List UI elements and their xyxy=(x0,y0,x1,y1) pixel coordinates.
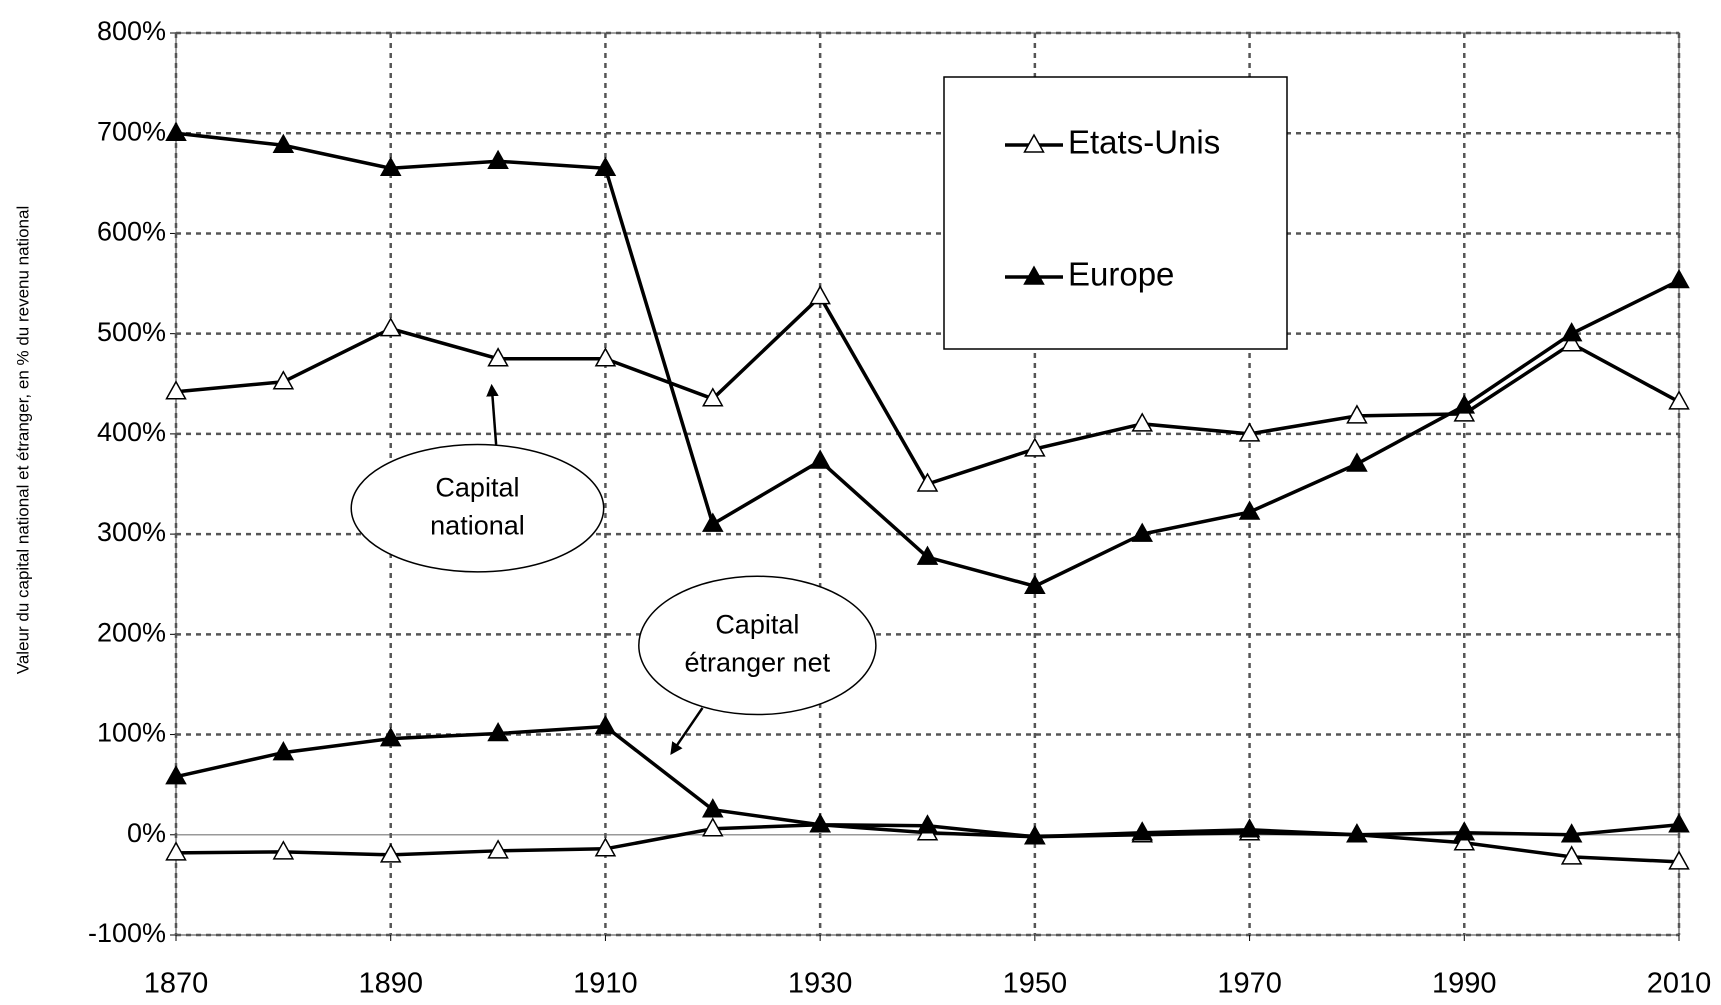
marker xyxy=(165,121,187,141)
x-tick-label: 1990 xyxy=(1432,968,1497,1000)
annotation-bubble xyxy=(350,443,605,573)
y-tick-label: 300% xyxy=(97,517,166,547)
marker xyxy=(487,149,509,170)
y-tick-label: -100% xyxy=(88,918,166,948)
marker xyxy=(272,741,295,761)
y-axis-label: Valeur du capital national et étranger, … xyxy=(13,206,32,674)
marker xyxy=(165,765,187,785)
annotation-bubble xyxy=(638,575,877,716)
marker xyxy=(809,449,831,469)
marker xyxy=(1346,404,1368,424)
marker xyxy=(487,347,509,367)
annotation-text: national xyxy=(430,510,525,540)
marker xyxy=(487,839,509,859)
marker xyxy=(702,798,724,818)
x-tick-label: 1870 xyxy=(144,968,209,1000)
marker xyxy=(1453,821,1476,841)
marker xyxy=(1668,269,1690,289)
annotation-text: étranger net xyxy=(685,648,831,678)
legend-label: Europe xyxy=(1068,256,1174,293)
marker xyxy=(702,512,724,532)
marker xyxy=(809,813,831,833)
x-tick-label: 2010 xyxy=(1647,968,1712,1000)
marker xyxy=(1024,437,1046,457)
annotation-text: Capital xyxy=(435,472,519,502)
marker xyxy=(1560,823,1583,843)
marker xyxy=(916,472,939,492)
marker xyxy=(916,814,939,834)
x-tick-label: 1950 xyxy=(1003,968,1068,1000)
marker xyxy=(165,380,187,400)
marker xyxy=(594,715,617,735)
marker xyxy=(272,840,295,860)
marker xyxy=(1668,813,1690,833)
y-tick-label: 600% xyxy=(97,217,166,247)
marker xyxy=(1238,500,1261,520)
marker xyxy=(1131,821,1153,841)
marker xyxy=(379,727,402,747)
marker xyxy=(594,156,617,177)
y-tick-label: 200% xyxy=(97,617,166,647)
legend-label: Etats-Unis xyxy=(1068,124,1220,161)
y-tick-label: 400% xyxy=(97,417,166,447)
marker xyxy=(1131,522,1153,542)
marker xyxy=(1560,332,1583,352)
marker xyxy=(379,317,402,337)
marker xyxy=(702,387,724,407)
marker xyxy=(1560,322,1583,342)
x-tick-label: 1930 xyxy=(788,968,853,1000)
marker xyxy=(1560,845,1583,865)
y-tick-label: 100% xyxy=(97,718,166,748)
y-tick-label: 700% xyxy=(97,116,166,146)
x-tick-label: 1970 xyxy=(1217,968,1282,1000)
annotation-arrow xyxy=(486,383,499,445)
x-tick-label: 1890 xyxy=(358,968,423,1000)
marker xyxy=(594,347,617,367)
marker xyxy=(379,843,402,863)
marker xyxy=(1453,831,1476,851)
marker xyxy=(916,545,939,565)
annotation-arrow xyxy=(670,707,704,756)
series-line xyxy=(175,293,1680,487)
marker xyxy=(1238,818,1261,838)
y-tick-label: 500% xyxy=(97,317,166,347)
x-tick-label: 1910 xyxy=(573,968,638,1000)
y-tick-label: 0% xyxy=(127,818,166,848)
marker xyxy=(1131,412,1153,432)
marker xyxy=(165,841,187,861)
marker xyxy=(1346,823,1368,843)
marker xyxy=(1024,574,1046,594)
marker xyxy=(702,817,724,837)
marker xyxy=(1668,850,1690,870)
marker xyxy=(1023,133,1045,153)
marker xyxy=(1346,452,1368,472)
marker xyxy=(1238,422,1261,442)
marker xyxy=(487,722,509,742)
marker xyxy=(272,133,295,153)
marker xyxy=(1668,390,1690,410)
legend: Etats-Unis Europe xyxy=(943,76,1288,350)
marker xyxy=(272,370,295,390)
marker xyxy=(1453,394,1476,414)
marker xyxy=(594,837,617,857)
marker xyxy=(1023,265,1045,285)
marker xyxy=(1024,825,1046,845)
legend-box xyxy=(943,76,1288,350)
y-tick-label: 800% xyxy=(97,16,166,46)
marker xyxy=(379,156,402,177)
marker xyxy=(809,285,831,305)
annotation-text: Capital xyxy=(715,610,799,640)
